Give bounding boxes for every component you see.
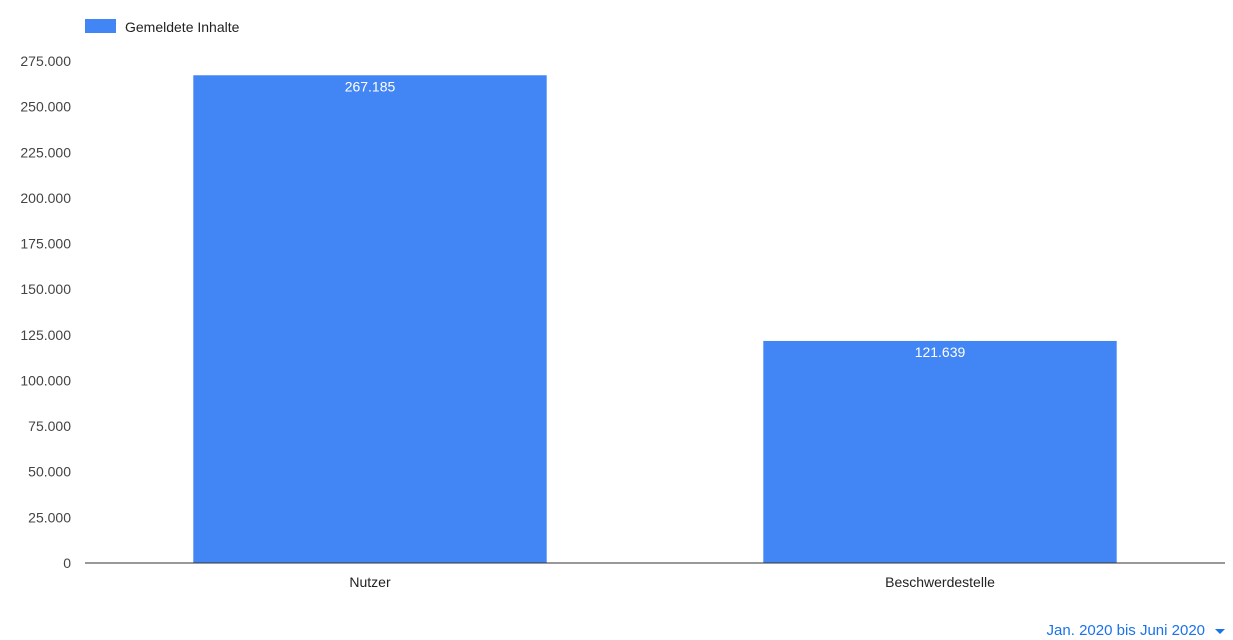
y-tick-label: 175.000 xyxy=(20,236,71,252)
y-tick-label: 200.000 xyxy=(20,190,71,206)
x-category-label: Nutzer xyxy=(349,574,391,590)
bar-value-label: 267.185 xyxy=(345,78,396,94)
y-tick-label: 275.000 xyxy=(20,53,71,69)
bar-chart: Gemeldete Inhalte 0 25.000 50.000 75.000 100… xyxy=(20,19,1225,590)
y-tick-label: 0 xyxy=(63,555,71,571)
chart-canvas: Gemeldete Inhalte 0 25.000 50.000 75.000 100… xyxy=(20,19,1225,590)
period-selector-dropdown[interactable]: Jan. 2020 bis Juni 2020 xyxy=(1047,622,1225,640)
bar xyxy=(763,340,1117,563)
y-tick-label: 250.000 xyxy=(20,99,71,115)
legend-label: Gemeldete Inhalte xyxy=(125,19,240,35)
y-tick-label: 225.000 xyxy=(20,144,71,160)
y-axis: 0 25.000 50.000 75.000 100.000 125.000 150.000… xyxy=(20,53,71,571)
y-tick-label: 75.000 xyxy=(28,418,71,434)
y-tick-label: 100.000 xyxy=(20,372,71,388)
y-tick-label: 25.000 xyxy=(28,509,71,525)
y-tick-label: 150.000 xyxy=(20,281,71,297)
legend: Gemeldete Inhalte xyxy=(85,19,240,35)
legend-swatch xyxy=(85,19,116,33)
y-tick-label: 50.000 xyxy=(28,464,71,480)
caret-down-icon xyxy=(1215,628,1225,634)
y-tick-label: 125.000 xyxy=(20,327,71,343)
bar xyxy=(193,75,547,563)
period-selector-label: Jan. 2020 bis Juni 2020 xyxy=(1046,622,1205,639)
x-axis: Nutzer Beschwerdestelle xyxy=(349,574,995,590)
bar-value-label: 121.639 xyxy=(915,344,966,360)
x-category-label: Beschwerdestelle xyxy=(885,574,995,590)
bars: 267.185 121.639 xyxy=(193,75,1117,563)
